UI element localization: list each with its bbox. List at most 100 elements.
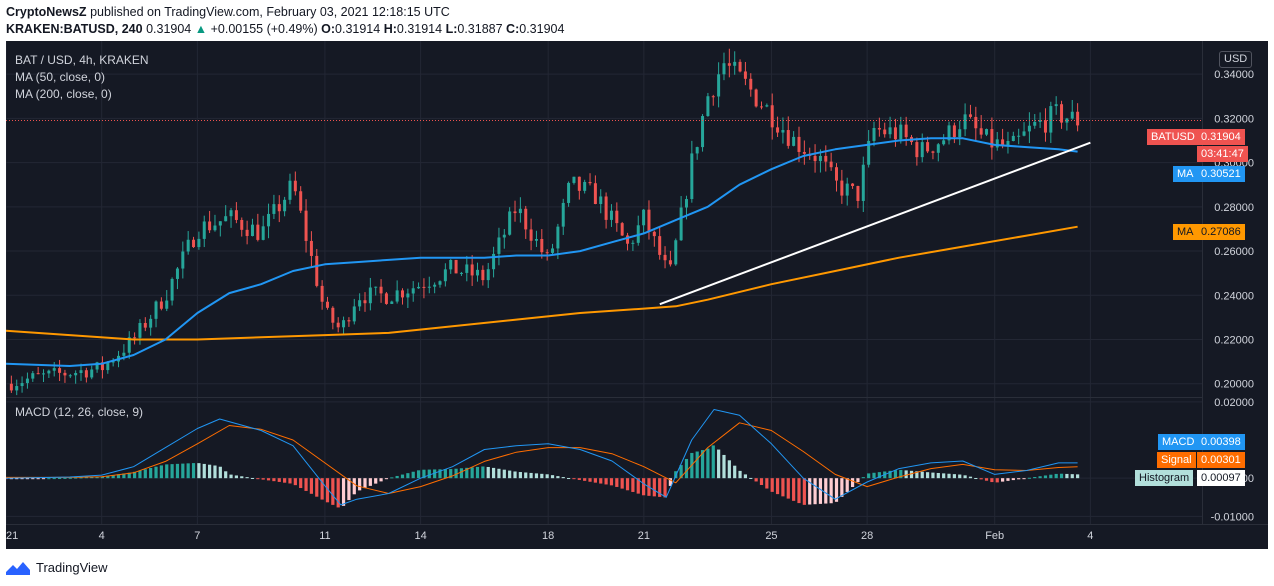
signal-value-tag: 0.00301 [1197,452,1245,468]
histogram-bar [175,463,180,479]
histogram-bar [52,478,56,480]
candle-body [218,221,222,226]
tradingview-logo-icon[interactable] [6,561,30,575]
histogram-bar [920,471,924,479]
time-tick-label: 11 [319,530,330,542]
histogram-bar [588,478,592,482]
time-tick-label: 2021 [6,530,18,542]
candle-body [727,63,731,66]
histogram-bar [229,474,233,479]
histogram-bar [856,478,860,483]
candle-body [1033,121,1037,126]
histogram-bar [90,477,94,479]
histogram-bar [143,469,147,479]
histogram-bar [770,478,774,492]
histogram-bar [299,478,303,489]
histogram-bar [631,478,635,492]
histogram-bar [599,478,603,484]
histogram-bar [840,478,844,497]
candle-body [583,181,587,191]
histogram-bar [283,478,287,483]
histogram-bar [1001,478,1005,482]
histogram-bar [132,471,137,479]
histogram-bar [1027,477,1031,479]
candle-body [690,153,694,200]
histogram-bar [1049,474,1053,479]
candle-body [100,362,104,371]
chart-frame[interactable]: 0.34000 0.32000 0.30000 0.28000 0.26000 0.240… [6,41,1268,549]
candle-body [342,320,346,328]
candle-body [159,301,163,309]
histogram-bar [540,473,544,479]
candle-body [63,372,67,376]
candle-body [824,155,828,162]
histogram-bar [443,469,447,479]
candle-body [309,240,313,256]
histogram-bar [604,478,608,485]
candle-body [829,161,833,168]
candle-body [1043,120,1047,133]
histogram-bar [57,477,62,479]
candle-body [192,239,196,248]
tradingview-brand[interactable]: TradingView [36,560,108,575]
histogram-bar [459,468,464,479]
histogram-bar [63,477,67,479]
candle-body [336,322,340,328]
histogram-bar [277,478,281,482]
published-text: published on TradingView.com, February 0… [90,5,450,19]
candle-body [518,208,522,214]
candle-body [492,253,496,270]
histogram-bar [968,476,973,479]
histogram-bar [154,466,158,479]
histogram-bar [325,478,330,503]
histogram-bar [609,478,614,486]
histogram-bar [824,478,828,504]
price-chart[interactable]: 0.340000.320000.300000.280000.260000.240… [6,41,1268,549]
histogram-bar [979,478,983,480]
histogram-bar [593,478,597,483]
histogram-bar [336,478,340,508]
candle-body [958,129,962,138]
candle-body [1060,104,1064,123]
histogram-bar [642,478,646,496]
macd-tag-value: 0.00398 [1201,436,1241,448]
histogram-value-tag: 0.00097 [1197,470,1245,486]
histogram-bar [309,478,314,494]
candle-body [368,287,372,304]
symbol-title: BAT / USD, 4h, KRAKEN [15,53,149,67]
histogram-bar [358,478,362,491]
candle-body [138,323,142,338]
histogram-bar [1017,478,1021,480]
histogram-bar [759,478,764,485]
histogram-bar [518,472,522,479]
footer: TradingView [6,549,1268,586]
histogram-bar [470,467,474,479]
histogram-bar [181,463,185,479]
macd-tick-label: 0.02000 [1214,397,1254,409]
histogram-bar [95,476,99,479]
histogram-bar [47,478,51,480]
histogram-bar [213,465,217,479]
open-value: 0.31914 [335,22,381,36]
candle-body [374,286,378,288]
histogram-bar [416,470,421,479]
histogram-bar [454,468,458,479]
histogram-bar [727,460,731,479]
histogram-bar [411,471,415,479]
histogram-bar [765,478,769,489]
histogram-bar [738,470,742,479]
candle-body [711,96,715,98]
candle-body [358,300,362,307]
candle-body [9,383,13,391]
histogram-bar [41,478,46,480]
histogram-bar [572,478,576,480]
candle-body [706,96,710,117]
candle-body [267,213,271,227]
candle-body [851,183,855,186]
histogram-bar [36,478,40,480]
candle-body [47,370,51,374]
ma50-line [6,137,1078,367]
currency-button[interactable]: USD [1219,51,1253,68]
price-tick-label: 0.22000 [1214,335,1254,347]
histogram-bar [786,478,790,499]
